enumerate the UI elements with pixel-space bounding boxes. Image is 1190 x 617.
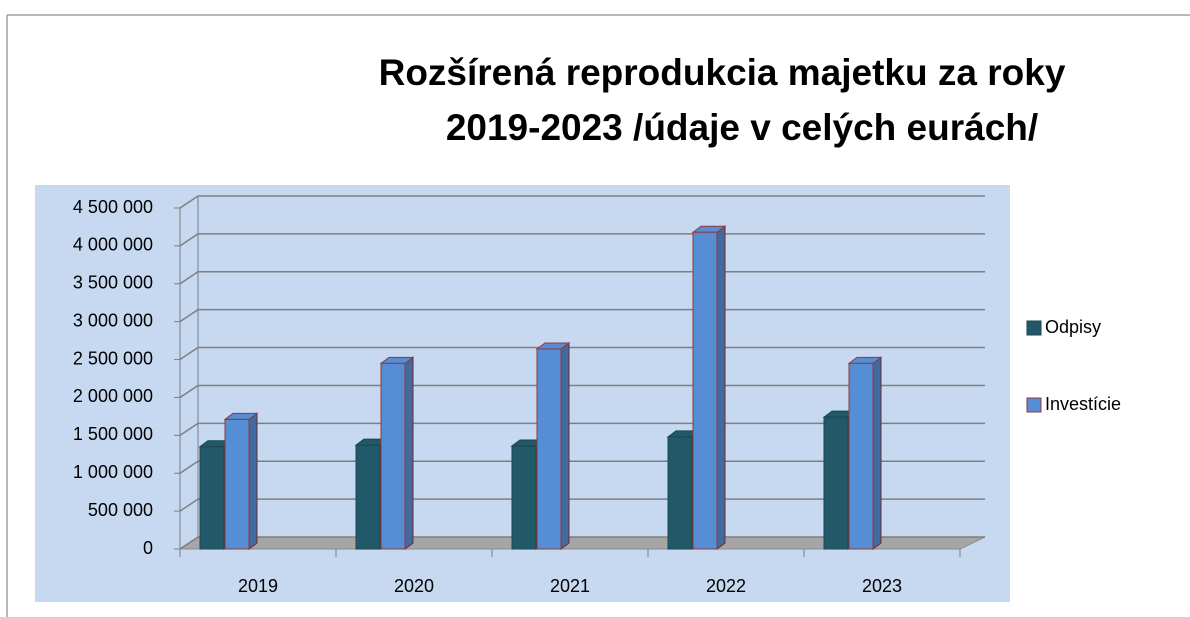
chart-subtitle: 2019-2023 /údaje v celých eurách/ xyxy=(446,107,1038,148)
bar xyxy=(224,418,250,550)
x-tick-label: 2022 xyxy=(706,576,746,596)
bar xyxy=(667,436,693,550)
legend-swatch xyxy=(1026,397,1042,413)
bar xyxy=(355,444,381,550)
bar xyxy=(536,348,562,550)
bar-side xyxy=(248,412,258,550)
y-tick-label: 3 000 000 xyxy=(73,310,153,330)
y-tick-label: 2 000 000 xyxy=(73,386,153,406)
grid-line xyxy=(179,195,985,209)
legend-label: Investície xyxy=(1045,394,1121,414)
y-tick-label: 1 000 000 xyxy=(73,462,153,482)
bar xyxy=(823,416,849,550)
bar-side xyxy=(872,356,882,550)
legend-label: Odpisy xyxy=(1045,317,1101,337)
bar xyxy=(380,362,406,550)
y-tick-label: 2 500 000 xyxy=(73,348,153,368)
x-tick-label: 2020 xyxy=(394,576,434,596)
y-tick-label: 4 500 000 xyxy=(73,197,153,217)
x-tick-label: 2023 xyxy=(862,576,902,596)
y-tick-label: 1 500 000 xyxy=(73,424,153,444)
y-tick-label: 3 500 000 xyxy=(73,273,153,293)
bar xyxy=(199,446,225,550)
bar xyxy=(511,445,537,550)
chart-title: Rozšírená reprodukcia majetku za roky xyxy=(379,52,1066,93)
y-tick-label: 0 xyxy=(143,538,153,558)
bar xyxy=(692,231,718,550)
legend-swatch xyxy=(1026,320,1042,336)
bar-side xyxy=(560,341,570,550)
bar-side xyxy=(404,356,414,550)
bar-side xyxy=(716,225,726,550)
x-tick-label: 2021 xyxy=(550,576,590,596)
y-tick-label: 4 000 000 xyxy=(73,235,153,255)
y-tick-label: 500 000 xyxy=(88,500,153,520)
x-tick-label: 2019 xyxy=(238,576,278,596)
bar xyxy=(848,362,874,550)
